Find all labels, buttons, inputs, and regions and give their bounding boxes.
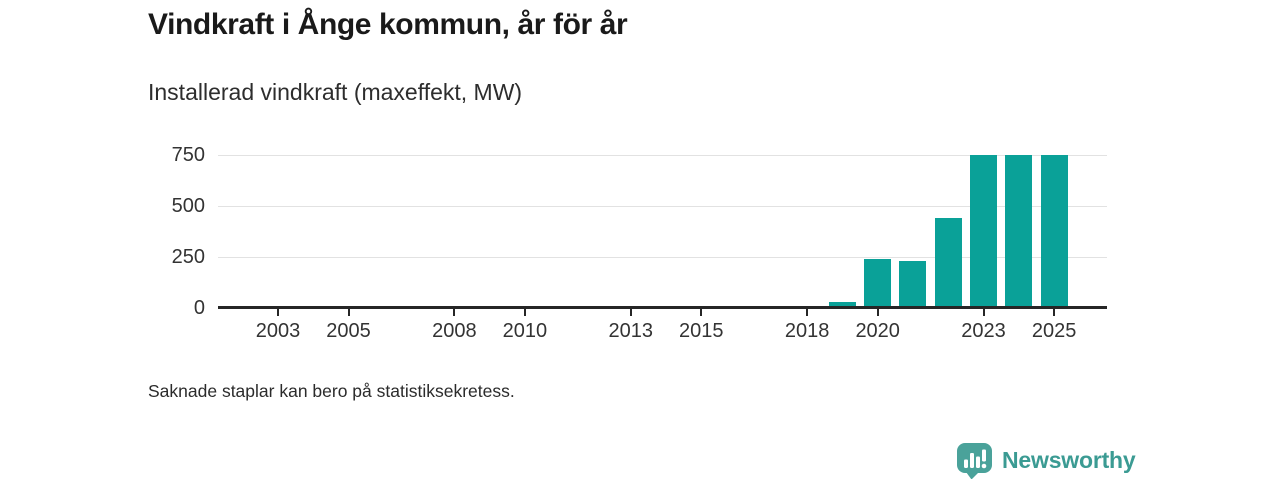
y-axis-label-750: 750 — [171, 144, 205, 166]
x-axis-tick-2003 — [276, 309, 279, 316]
chart-title: Vindkraft i Ånge kommun, år för år — [148, 8, 628, 41]
x-axis-tick-2018 — [806, 309, 809, 316]
y-axis-label-500: 500 — [171, 195, 205, 217]
bar-2025 — [1040, 155, 1068, 308]
x-axis-label-2020: 2020 — [855, 320, 900, 342]
x-axis-label-2023: 2023 — [961, 320, 1006, 342]
bar-2022 — [934, 218, 962, 308]
y-axis-label-0: 0 — [193, 297, 205, 319]
x-axis-label-2025: 2025 — [1031, 320, 1077, 342]
x-axis-line — [218, 306, 1107, 309]
y-axis-label-250: 250 — [171, 246, 205, 268]
x-axis-label-2010: 2010 — [502, 320, 548, 342]
x-axis-tick-2015 — [700, 309, 703, 316]
bar-2023 — [970, 155, 998, 308]
x-axis-tick-2013 — [629, 309, 632, 316]
x-axis-label-2005: 2005 — [326, 320, 371, 342]
x-axis-tick-2020 — [876, 309, 879, 316]
gridline-y-250 — [218, 256, 1107, 258]
logo-text: Newsworthy — [1002, 447, 1136, 473]
gridline-y-750 — [218, 154, 1107, 156]
x-axis-tick-2010 — [523, 309, 526, 316]
x-axis-tick-2008 — [453, 309, 456, 316]
x-axis-label-2018: 2018 — [784, 320, 830, 342]
x-axis-tick-2023 — [982, 309, 985, 316]
chart-subtitle: Installerad vindkraft (maxeffekt, MW) — [148, 79, 523, 105]
newsworthy-logo-link[interactable]: Newsworthy — [956, 442, 1136, 479]
bar-2024 — [1005, 155, 1033, 308]
x-axis-label-2003: 2003 — [255, 320, 301, 342]
bar-2019 — [828, 301, 856, 308]
x-axis-tick-2005 — [347, 309, 350, 316]
bar-2020 — [864, 259, 892, 308]
bar-2021 — [899, 261, 927, 308]
gridline-y-500 — [218, 205, 1107, 207]
x-axis-label-2015: 2015 — [679, 320, 724, 342]
plot-area: 0 250 500 750 2003 2005 2008 2010 2013 2015 2018 20… — [171, 144, 1107, 342]
x-axis-label-2008: 2008 — [432, 320, 477, 342]
newsworthy-chart-pin-icon — [956, 442, 993, 479]
chart-footnote: Saknade staplar kan bero på statistiksek… — [148, 381, 515, 401]
x-axis-tick-2025 — [1053, 309, 1056, 316]
x-axis-label-2013: 2013 — [608, 320, 654, 342]
